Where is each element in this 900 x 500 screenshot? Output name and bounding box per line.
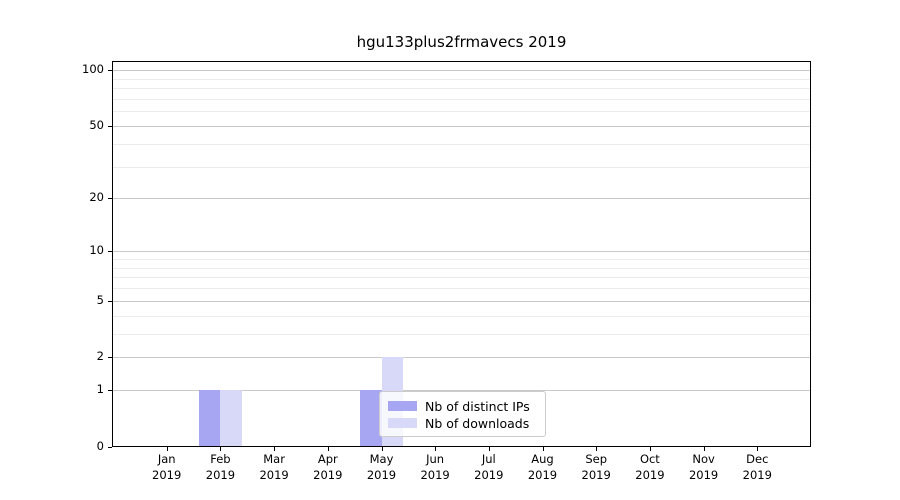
gridline-minor	[112, 166, 811, 168]
y-tick-mark	[108, 125, 112, 127]
y-tick-label: 0	[96, 439, 104, 453]
x-tick-label-line: Sep	[585, 452, 608, 466]
legend-entry: Nb of distinct IPs	[388, 398, 537, 414]
x-tick-label: Nov 2019	[674, 452, 734, 483]
x-tick-mark	[488, 447, 490, 451]
bar-downloads	[220, 390, 242, 447]
x-tick-label-line: Jul	[481, 452, 496, 466]
y-tick-label: 2	[96, 349, 104, 364]
gridline-minor	[112, 288, 811, 289]
bar-distinct-ips	[360, 390, 382, 447]
x-tick-label-line: May	[369, 452, 394, 466]
x-tick-mark	[166, 447, 168, 451]
x-tick-label-line: Nov	[692, 452, 715, 466]
gridline-minor	[112, 315, 811, 317]
x-tick-label-line: Apr	[317, 452, 338, 466]
x-tick-label-line: 2019	[420, 467, 450, 482]
x-tick-label-line: Mar	[263, 452, 285, 466]
y-tick-label: 1	[96, 382, 104, 397]
legend-swatch	[388, 401, 417, 411]
x-tick-label: Jan 2019	[137, 452, 197, 483]
gridline-major	[112, 300, 811, 302]
x-tick-label: Dec 2019	[727, 452, 787, 483]
plot-area	[112, 61, 811, 447]
x-tick-label: May 2019	[352, 452, 412, 483]
gridline-minor	[112, 143, 811, 145]
gridline-minor	[112, 98, 811, 100]
x-tick-label-line: Dec	[746, 452, 769, 466]
x-tick-mark	[381, 447, 383, 451]
x-tick-label-line: 2019	[313, 467, 343, 482]
gridline-major	[112, 125, 811, 127]
x-tick-label: Oct 2019	[620, 452, 680, 483]
x-tick-label-line: 2019	[581, 467, 611, 482]
x-tick-label-line: 2019	[152, 467, 182, 482]
x-tick-mark	[435, 447, 437, 451]
y-tick-mark	[108, 300, 112, 302]
y-tick-label: 100	[82, 62, 104, 76]
x-tick-label-line: Jan	[157, 452, 176, 466]
gridline-minor	[112, 111, 811, 113]
bar-distinct-ips	[198, 390, 221, 447]
x-tick-mark	[703, 447, 705, 451]
y-tick-label: 50	[89, 117, 104, 132]
x-tick-label-line: Feb	[210, 452, 231, 466]
y-tick-label: 5	[96, 292, 104, 307]
x-tick-mark	[542, 447, 544, 451]
legend-swatch	[388, 418, 417, 428]
legend-label: Nb of downloads	[425, 415, 530, 431]
x-tick-mark	[649, 447, 651, 451]
y-tick-mark	[108, 251, 112, 253]
x-tick-label-line: Jun	[426, 452, 445, 466]
x-tick-label-line: Oct	[639, 452, 660, 466]
x-tick-mark	[596, 447, 598, 451]
legend-entry: Nb of downloads	[388, 415, 537, 431]
x-tick-label-line: 2019	[688, 467, 719, 482]
x-tick-label-line: 2019	[259, 467, 289, 482]
x-tick-label-line: Aug	[531, 452, 554, 466]
x-tick-label: Sep 2019	[566, 452, 626, 483]
gridline-major	[112, 357, 811, 359]
x-tick-label-line: 2019	[635, 467, 665, 482]
x-tick-label: Jun 2019	[405, 452, 465, 483]
chart-title: hgu133plus2frmavecs 2019	[356, 33, 567, 51]
y-tick-label: 20	[89, 190, 104, 205]
gridline-minor	[112, 258, 811, 260]
gridline-major	[112, 251, 811, 253]
legend: Nb of distinct IPs Nb of downloads	[379, 391, 546, 437]
y-tick-mark	[108, 70, 112, 71]
x-tick-mark	[274, 447, 276, 451]
y-tick-label: 10	[89, 243, 104, 258]
gridline-minor	[112, 78, 811, 80]
y-tick-mark	[108, 390, 112, 392]
x-tick-label: Jul 2019	[459, 452, 519, 483]
gridline-minor	[112, 333, 811, 335]
x-tick-label-line: 2019	[742, 467, 772, 482]
x-tick-label-line: 2019	[474, 467, 504, 482]
gridline-major	[112, 390, 811, 392]
x-tick-label: Mar 2019	[244, 452, 304, 483]
x-tick-label-line: 2019	[366, 467, 397, 482]
x-tick-mark	[757, 447, 759, 451]
y-tick-mark	[108, 447, 112, 448]
x-tick-label: Aug 2019	[513, 452, 573, 483]
x-tick-mark	[220, 447, 222, 451]
x-tick-mark	[327, 447, 329, 451]
gridline-minor	[112, 277, 811, 279]
gridline-major	[112, 198, 811, 200]
legend-label: Nb of distinct IPs	[425, 398, 530, 414]
y-tick-mark	[108, 198, 112, 200]
x-tick-label: Apr 2019	[298, 452, 358, 483]
gridline-minor	[112, 88, 811, 89]
x-tick-label: Feb 2019	[190, 452, 250, 483]
gridline-major	[112, 70, 811, 71]
y-tick-mark	[108, 357, 112, 359]
gridline-minor	[112, 267, 811, 269]
x-tick-label-line: 2019	[205, 467, 236, 482]
x-tick-label-line: 2019	[527, 467, 558, 482]
